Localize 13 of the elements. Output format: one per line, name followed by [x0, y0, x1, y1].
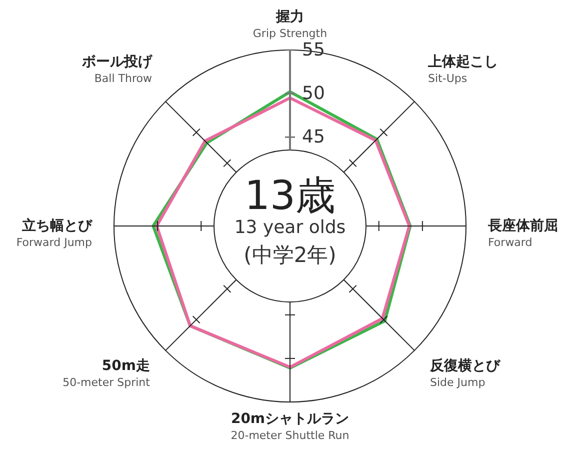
text: (中学2年) — [242, 242, 338, 267]
spoke-label: 20mシャトルラン 20-meter Shuttle Run — [230, 411, 350, 442]
spoke-label: ボール投げ Ball Throw — [80, 54, 153, 85]
spoke-label: 反復横とび Side Jump — [429, 357, 502, 390]
text: 13 year olds — [233, 217, 347, 238]
spoke-label: 50m走 50-meter Sprint — [62, 358, 151, 390]
spoke-label: 立ち幅とび Forward Jump — [16, 217, 93, 249]
text: 13歳 — [244, 173, 336, 219]
spoke-label: 上体起こし Sit-Ups — [427, 54, 498, 85]
spoke-label: 握力 Grip Strength — [252, 9, 328, 40]
y-tick-label: 45 — [302, 126, 325, 148]
spoke-label: 長座体前屈 Forward — [487, 217, 558, 249]
y-tick-label: 50 — [302, 83, 325, 104]
